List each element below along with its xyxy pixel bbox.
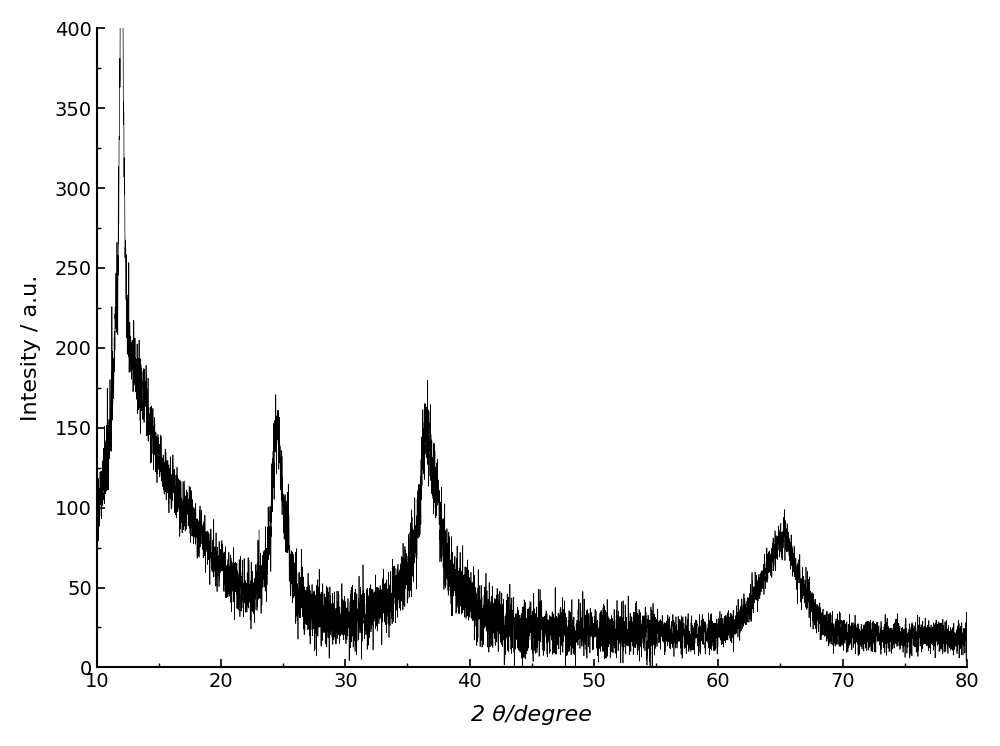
Y-axis label: Intesity / a.u.: Intesity / a.u. bbox=[21, 275, 41, 421]
X-axis label: 2 θ/degree: 2 θ/degree bbox=[471, 705, 592, 725]
